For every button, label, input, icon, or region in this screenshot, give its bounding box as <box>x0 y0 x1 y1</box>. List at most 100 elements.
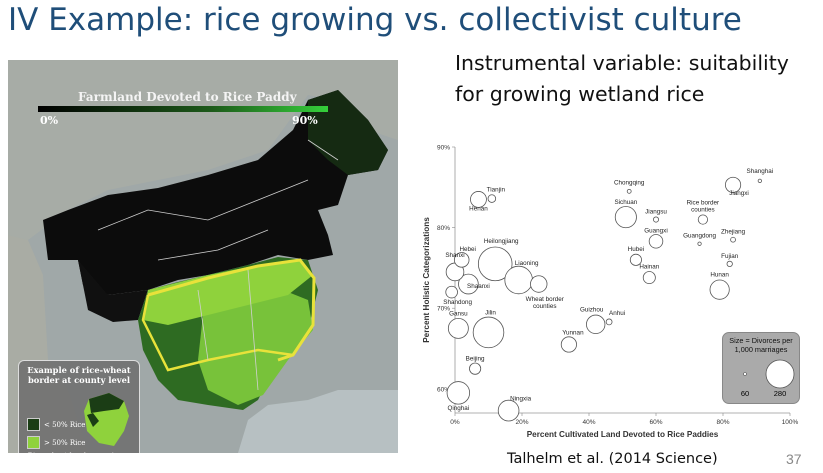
data-point <box>477 246 513 282</box>
data-point <box>470 191 487 208</box>
page-number: 37 <box>786 451 802 467</box>
y-axis-label: Percent Holistic Categorizations <box>422 217 431 343</box>
point-label: Jiangsu <box>645 209 667 216</box>
y-tick-label: 90% <box>437 145 450 152</box>
data-point <box>445 285 458 299</box>
data-point <box>724 176 742 193</box>
legend-label-low: < 50% Rice <box>44 420 86 429</box>
point-label: Zhejiang <box>721 229 746 236</box>
data-point <box>469 362 482 375</box>
point-label: Yunnan <box>562 329 584 336</box>
point-label: Anhui <box>609 310 625 317</box>
data-point <box>652 216 660 223</box>
x-tick-label: 0% <box>450 419 460 426</box>
legend-item-low-rice: < 50% Rice <box>27 418 85 431</box>
inset-legend-note: Rice-wheat border provinces are highligh… <box>21 452 137 453</box>
data-point <box>458 273 479 295</box>
point-label: Guangdong <box>683 233 716 240</box>
point-label: counties <box>533 303 556 310</box>
data-point <box>530 275 548 293</box>
size-legend-circles: 60 280 <box>741 359 795 398</box>
legend-label-high: > 50% Rice <box>44 438 86 447</box>
point-label: Hebei <box>459 246 475 253</box>
data-point <box>605 318 613 326</box>
point-label: Hunan <box>710 272 729 279</box>
data-point <box>648 234 664 249</box>
slide-title: IV Example: rice growing vs. collectivis… <box>8 2 742 38</box>
data-point <box>709 279 730 300</box>
size-legend: Size = Divorces per 1,000 marriages 60 2… <box>722 332 800 404</box>
data-point <box>447 317 469 339</box>
data-point <box>757 178 762 183</box>
swatch-low-rice <box>27 418 40 431</box>
x-tick-label: 100% <box>782 419 799 426</box>
point-label: Hubei <box>628 246 644 253</box>
point-label: Tianjin <box>487 187 506 194</box>
point-label: Sichuan <box>614 199 637 206</box>
swatch-high-rice <box>27 436 40 449</box>
data-point <box>730 236 736 243</box>
size-legend-large-circle <box>765 359 795 389</box>
x-tick-label: 40% <box>582 419 595 426</box>
china-map-graphic <box>8 60 398 453</box>
x-tick-label: 80% <box>716 419 729 426</box>
point-label: Shanghai <box>747 168 774 175</box>
scatter-chart: 60% 70% 80% 90% 0% 20% 40% 60% 80% 100% Percent Cu… <box>415 135 805 447</box>
x-axis-label: Percent Cultivated Land Devoted to Rice … <box>527 430 719 439</box>
point-label: Shandong <box>443 299 472 306</box>
point-label: Henan <box>469 205 488 212</box>
rice-paddy-map: Farmland Devoted to Rice Paddy 0% 90% Ex… <box>8 60 398 453</box>
citation: Talhelm et al. (2014 Science) <box>507 451 718 467</box>
point-label: Chongqing <box>614 179 645 186</box>
x-tick-label: 20% <box>515 419 528 426</box>
point-label: Ningxia <box>510 396 531 403</box>
point-label: Rice border <box>687 200 720 207</box>
y-tick-label: 60% <box>437 386 450 393</box>
note-text: Rice-wheat border provinces are highligh… <box>28 452 130 453</box>
map-scale-high: 90% <box>292 114 318 127</box>
scatter-plot-svg: 60% 70% 80% 90% 0% 20% 40% 60% 80% 100% Percent Cu… <box>422 145 799 440</box>
data-point <box>504 265 533 295</box>
size-legend-title: Size = Divorces per 1,000 marriages <box>729 336 793 354</box>
point-label: Liaoning <box>515 260 539 267</box>
map-scale-low: 0% <box>40 114 59 127</box>
data-point <box>629 253 642 266</box>
data-point <box>472 316 505 349</box>
size-legend-small-circle <box>743 372 747 376</box>
point-label: Jilin <box>485 309 496 316</box>
point-label: Guangxi <box>644 227 667 234</box>
data-point <box>497 399 520 422</box>
data-point <box>446 381 471 405</box>
point-label: Fujian <box>721 253 739 260</box>
data-point <box>626 188 632 194</box>
point-label: Heilongjiang <box>484 238 519 245</box>
point-label: counties <box>691 207 714 214</box>
size-legend-high: 280 <box>774 389 787 398</box>
inset-legend-title: Example of rice-wheat border at county l… <box>27 365 131 385</box>
point-label: Jiangxi <box>729 190 749 197</box>
point-label: Hainan <box>639 264 659 271</box>
map-inset-legend: Example of rice-wheat border at county l… <box>18 360 140 453</box>
x-tick-label: 60% <box>649 419 662 426</box>
map-scale-title: Farmland Devoted to Rice Paddy <box>78 90 297 104</box>
size-legend-low: 60 <box>741 389 749 398</box>
point-label: Wheat border <box>526 296 564 303</box>
data-point <box>697 241 702 246</box>
y-tick-label: 70% <box>437 306 450 313</box>
point-label: Beijing <box>466 356 485 363</box>
slide-subtitle: Instrumental variable: suitability for g… <box>455 51 789 106</box>
point-label: Guizhou <box>580 306 604 313</box>
y-tick-label: 80% <box>437 225 450 232</box>
point-label: Qinghai <box>447 405 469 412</box>
legend-item-high-rice: > 50% Rice <box>27 436 85 449</box>
data-point <box>614 206 637 229</box>
data-point <box>697 214 708 225</box>
data-point <box>453 252 470 268</box>
data-point <box>487 194 497 203</box>
point-label: Gansu <box>449 310 468 317</box>
data-point <box>726 260 733 267</box>
data-point <box>560 336 577 353</box>
data-point <box>642 271 656 285</box>
point-label: Shanxi <box>445 252 464 259</box>
data-point <box>586 314 606 334</box>
